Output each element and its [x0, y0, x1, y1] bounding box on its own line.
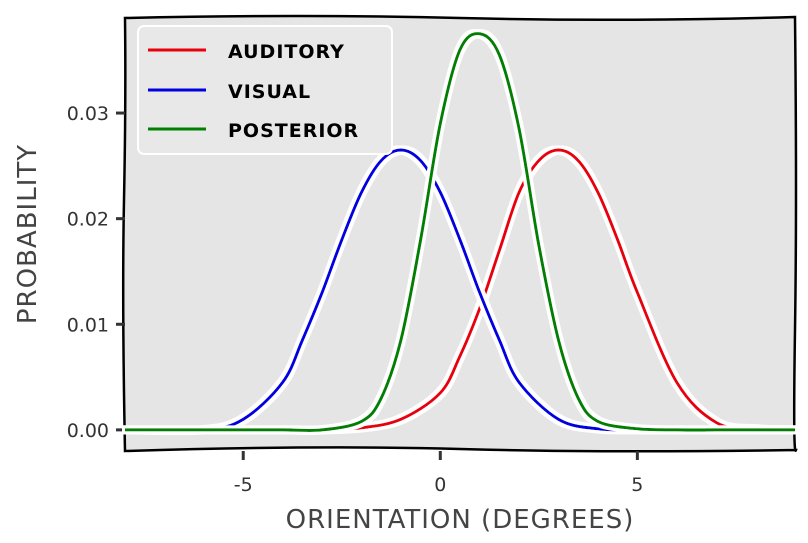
- legend: AUDITORY VISUAL POSTERIOR: [137, 25, 393, 155]
- y-tick-label: 0.03: [67, 103, 109, 125]
- legend-item-auditory: AUDITORY: [148, 41, 345, 63]
- x-tick-label: -5: [234, 474, 253, 496]
- x-axis-ticks: -5 0 5: [234, 451, 643, 496]
- x-tick-label: 0: [434, 474, 446, 496]
- legend-item-visual: VISUAL: [148, 81, 311, 103]
- legend-label-auditory: AUDITORY: [228, 41, 345, 63]
- y-tick-label: 0.00: [67, 420, 109, 442]
- series-layer: [124, 32, 796, 433]
- legend-box: [137, 25, 393, 155]
- series-line-posterior: [125, 32, 795, 433]
- y-tick-label: 0.02: [67, 209, 109, 231]
- x-tick-label: 5: [631, 474, 643, 496]
- legend-label-posterior: POSTERIOR: [228, 120, 359, 142]
- legend-item-posterior: POSTERIOR: [148, 120, 359, 142]
- y-axis-ticks: 0.00 0.01 0.02 0.03: [67, 103, 125, 442]
- y-tick-label: 0.01: [67, 314, 109, 336]
- x-axis-label: ORIENTATION (DEGREES): [286, 505, 635, 535]
- legend-label-visual: VISUAL: [228, 81, 311, 103]
- y-axis-label: PROBABILITY: [13, 144, 43, 324]
